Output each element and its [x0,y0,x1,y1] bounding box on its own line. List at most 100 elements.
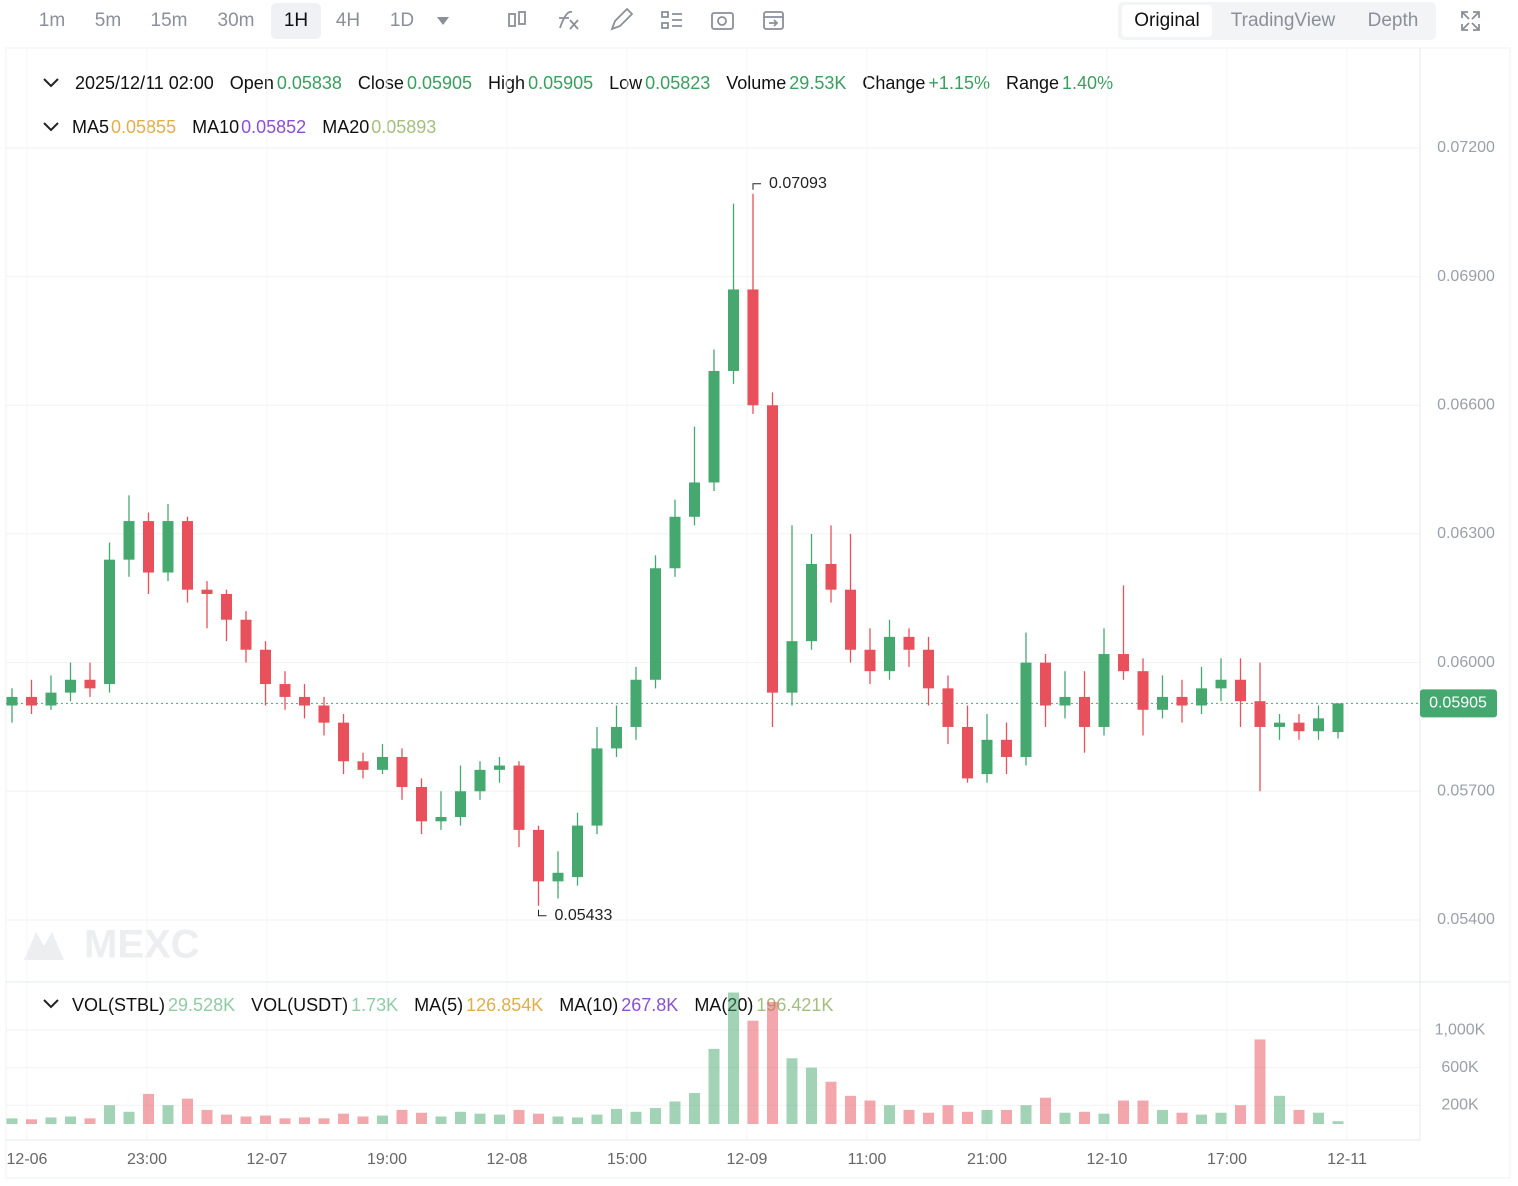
interval-button[interactable]: 5m [95,10,121,31]
low-annotation: 0.05433 [555,907,613,924]
candle-body [669,516,681,569]
candle-body [240,619,252,650]
x-tick-label: 12-06 [7,1151,48,1168]
candle-body [728,289,739,371]
collapse-icons[interactable] [43,78,59,1009]
volume-bar [221,1114,232,1124]
export-icon[interactable] [763,11,784,30]
candle-body [455,791,466,818]
view-button[interactable]: Depth [1368,10,1419,31]
vol-value: 126.854K [466,995,543,1015]
candle-body [221,593,232,620]
candle-body [513,765,525,830]
camera-icon[interactable] [711,12,734,30]
volume-bar [1040,1097,1051,1124]
volume-bar [962,1111,973,1124]
draw-icon[interactable] [610,7,634,31]
x-tick-label: 23:00 [127,1151,167,1168]
tool-icons [508,7,1480,31]
candle-body [104,559,115,685]
candle-body [708,370,720,483]
volume-bar [396,1109,408,1124]
volume-bar [981,1109,993,1124]
active-interval [271,3,321,39]
volume-bar [318,1118,330,1124]
volume-bar [1118,1100,1129,1124]
volume-bar [45,1117,57,1124]
ma-label: MA20 [322,117,369,137]
fx-icon[interactable] [559,10,579,30]
volume-bar [494,1114,505,1124]
volume-bar [591,1114,603,1124]
x-tick-label: 15:00 [607,1151,647,1168]
candle-body [1098,654,1110,727]
candle-icon[interactable] [518,11,526,25]
volume-bar [143,1093,154,1124]
interval-button[interactable]: 15m [151,10,188,31]
watermark: MEXC [84,923,200,967]
volume-bar [201,1109,213,1124]
vol-tick-label: 200K [1441,1096,1479,1113]
info-value: 0.05838 [277,73,342,93]
high-pointer [752,183,761,190]
volume-bar [1254,1039,1266,1124]
interval-button[interactable]: 4H [336,10,360,31]
view-button[interactable]: Original [1134,10,1199,31]
volume-bar [260,1115,271,1124]
candle-body [1118,654,1129,672]
volume-bar [1274,1095,1285,1124]
candle-body [1235,679,1246,702]
x-tick-label: 11:00 [848,1151,887,1168]
candle-body [260,649,271,685]
candle-body [650,568,661,680]
volume-bar [65,1116,76,1124]
candle-body [201,589,213,594]
vol-label: MA(10) [559,995,618,1015]
vol-value: 1.73K [351,995,398,1015]
volume-bar [299,1117,310,1124]
volume-bar [162,1105,174,1124]
interval-button[interactable]: 1H [284,10,308,31]
y-tick-label: 0.05400 [1437,911,1495,928]
volume-bar [942,1105,954,1124]
candle-body [903,636,915,650]
vol-label: MA(20) [694,995,753,1015]
ma-label: MA10 [192,117,239,137]
candle-body [552,872,564,882]
volume-bar [1001,1109,1012,1124]
view-button[interactable]: TradingView [1231,10,1336,31]
volume-bar [104,1105,115,1124]
info-label: Range [1006,73,1059,93]
candle-body [396,756,408,787]
interval-button[interactable]: 1m [39,10,65,31]
candle-body [533,829,544,882]
candle-body [786,641,798,693]
interval-button[interactable]: 30m [218,10,255,31]
volume-bar [182,1098,193,1124]
candle-body [474,769,486,792]
list-icon[interactable] [661,11,682,29]
fullscreen-icon[interactable] [1461,11,1480,31]
volume-bar [1196,1114,1207,1124]
volume-bar [845,1095,856,1124]
y-tick-label: 0.06300 [1437,525,1495,542]
dropdown-icon[interactable] [437,17,449,25]
candle-body [689,482,700,517]
candle-body [1059,696,1071,706]
interval-button[interactable]: 1D [390,10,414,31]
candle-icon[interactable] [508,13,516,27]
candle-body [26,696,37,706]
volume-bar [825,1081,837,1124]
candle-body [357,761,369,770]
ma-value: 0.05893 [371,117,436,137]
candle-body [825,563,837,590]
vol-label: MA(5) [414,995,463,1015]
volume-bar [1157,1109,1168,1124]
candle-body [1040,662,1051,706]
candle-body [572,825,583,878]
active-view [1122,5,1212,37]
volume-bar [26,1119,37,1124]
x-tick-label: 12-09 [727,1151,768,1168]
info-label: Close [358,73,404,93]
